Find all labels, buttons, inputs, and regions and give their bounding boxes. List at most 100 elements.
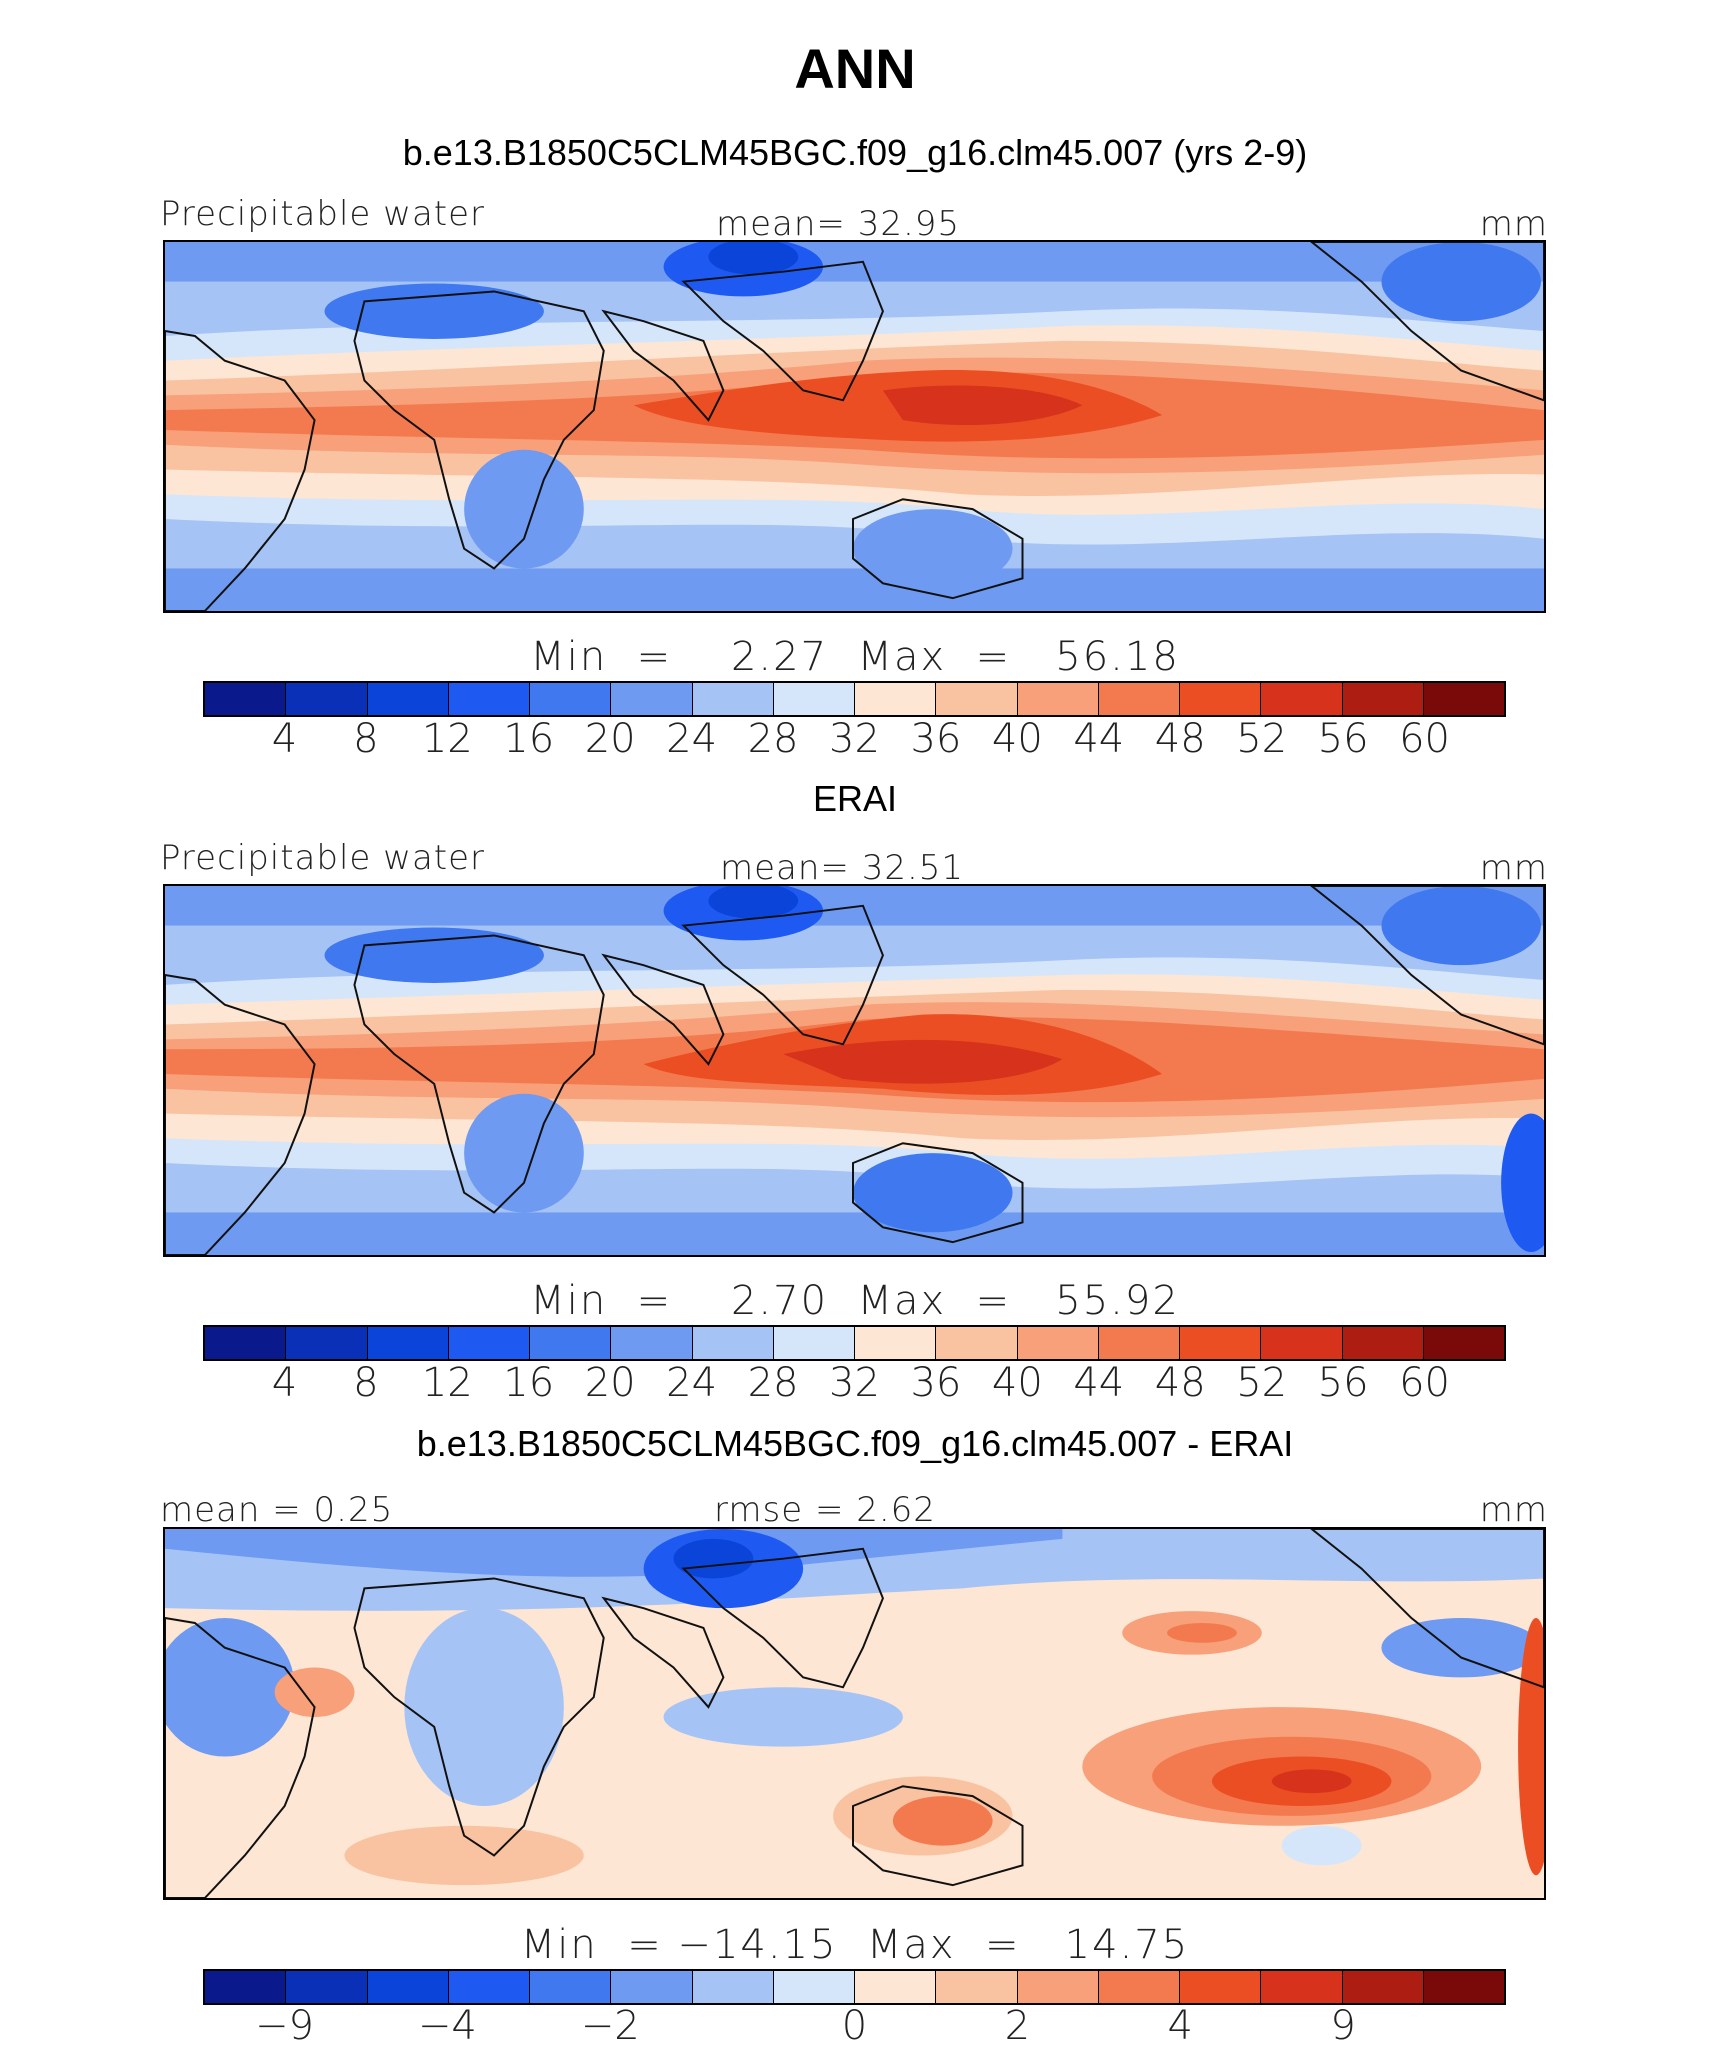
panel3-minmax: Min = −14.15 Max = 14.75 xyxy=(520,1922,1190,1968)
panel3-colorbar-ticks: −9 −4 −2 0 2 4 9 xyxy=(203,2003,1506,2049)
panel1-colorbar-swatch xyxy=(1098,683,1180,715)
panel3-colorbar-swatch xyxy=(1017,1971,1099,2003)
panel1-colorbar-tick: 20 xyxy=(584,716,636,762)
panel1-colorbar-swatch xyxy=(611,683,693,715)
panel2-units-label: mm xyxy=(1479,848,1548,888)
panel2-colorbar-swatch xyxy=(773,1327,855,1359)
panel1-colorbar-tick: 52 xyxy=(1236,716,1288,762)
figure-title: ANN xyxy=(794,37,916,100)
obs-title: ERAI xyxy=(812,778,898,819)
panel1-colorbar-tick: 12 xyxy=(421,716,473,762)
panel2-colorbar-swatch xyxy=(855,1327,937,1359)
panel2-map xyxy=(163,884,1546,1257)
panel2-colorbar-swatch xyxy=(1180,1327,1262,1359)
panel2-colorbar-swatch xyxy=(530,1327,612,1359)
panel1-colorbar-swatch xyxy=(936,683,1018,715)
panel3-colorbar-swatch xyxy=(448,1971,530,2003)
panel3-colorbar-swatch xyxy=(1180,1971,1262,2003)
panel3-colorbar-swatch xyxy=(286,1971,368,2003)
panel3-colorbar-swatch xyxy=(1098,1971,1180,2003)
panel1-colorbar-swatch xyxy=(1180,683,1262,715)
panel3-colorbar-swatch xyxy=(773,1971,855,2003)
panel1-colorbar-swatch xyxy=(530,683,612,715)
panel1-colorbar-tick: 56 xyxy=(1317,716,1369,762)
panel3-map xyxy=(163,1527,1546,1900)
panel2-variable-label: Precipitable water xyxy=(160,838,486,878)
panel1-colorbar-swatch xyxy=(205,683,287,715)
panel1-colorbar-swatch xyxy=(1423,683,1504,715)
panel2-colorbar-swatch xyxy=(448,1327,530,1359)
panel3-units-label: mm xyxy=(1479,1490,1548,1530)
panel3-colorbar-swatch xyxy=(936,1971,1018,2003)
panel1-colorbar-swatch xyxy=(773,683,855,715)
panel1-colorbar-ticks: 4 8 12 16 20 24 28 32 36 40 44 48 52 56 60 xyxy=(203,716,1506,762)
panel2-colorbar-tick: 4 xyxy=(271,1360,298,1406)
panel1-colorbar-tick: 40 xyxy=(991,716,1043,762)
panel2-colorbar-tick: 48 xyxy=(1154,1360,1206,1406)
panel3-colorbar-tick: 9 xyxy=(1330,2003,1356,2049)
panel3-mean-label: mean = 0.25 xyxy=(160,1490,394,1530)
panel1-minmax: Min = 2.27 Max = 56.18 xyxy=(530,634,1180,680)
panel2-colorbar-tick: 16 xyxy=(503,1360,555,1406)
panel2-colorbar-tick: 36 xyxy=(910,1360,962,1406)
panel2-mean-label: mean= 32.51 xyxy=(720,848,965,888)
model-title: b.e13.B1850C5CLM45BGC.f09_g16.clm45.007 … xyxy=(402,132,1308,173)
panel3-colorbar-swatch xyxy=(855,1971,937,2003)
panel1-colorbar-swatch xyxy=(1261,683,1343,715)
panel3-colorbar-swatch xyxy=(692,1971,774,2003)
panel2-colorbar xyxy=(203,1325,1506,1361)
panel1-colorbar-swatch xyxy=(1342,683,1424,715)
panel1-colorbar xyxy=(203,681,1506,717)
panel1-colorbar-swatch xyxy=(1017,683,1099,715)
panel2-minmax: Min = 2.70 Max = 55.92 xyxy=(530,1278,1180,1324)
panel2-colorbar-tick: 28 xyxy=(747,1360,799,1406)
panel1-colorbar-tick: 8 xyxy=(353,716,379,762)
panel2-colorbar-tick: 8 xyxy=(353,1360,379,1406)
panel2-colorbar-swatch xyxy=(692,1327,774,1359)
panel2-colorbar-swatch xyxy=(1261,1327,1343,1359)
panel1-map xyxy=(163,240,1546,613)
panel1-colorbar-tick: 24 xyxy=(666,716,718,762)
panel1-colorbar-tick: 32 xyxy=(829,716,880,762)
panel2-colorbar-tick: 32 xyxy=(829,1360,880,1406)
panel3-colorbar-swatch xyxy=(530,1971,612,2003)
panel1-colorbar-swatch xyxy=(286,683,368,715)
panel2-colorbar-tick: 40 xyxy=(991,1360,1043,1406)
diff-title: b.e13.B1850C5CLM45BGC.f09_g16.clm45.007 … xyxy=(416,1423,1294,1464)
panel3-colorbar-swatch xyxy=(1423,1971,1504,2003)
panel3-colorbar-swatch xyxy=(1261,1971,1343,2003)
panel2-colorbar-tick: 12 xyxy=(421,1360,473,1406)
panel1-colorbar-tick: 4 xyxy=(271,716,298,762)
panel2-colorbar-swatch xyxy=(611,1327,693,1359)
panel2-colorbar-swatch xyxy=(1017,1327,1099,1359)
panel3-colorbar-tick: 2 xyxy=(1004,2003,1031,2049)
panel1-colorbar-swatch xyxy=(692,683,774,715)
panel1-colorbar-tick: 44 xyxy=(1073,716,1125,762)
panel2-colorbar-swatch xyxy=(286,1327,368,1359)
panel3-colorbar-tick: 4 xyxy=(1167,2003,1193,2049)
panel2-colorbar-tick: 20 xyxy=(584,1360,636,1406)
panel1-colorbar-swatch xyxy=(367,683,449,715)
panel1-colorbar-tick: 36 xyxy=(910,716,962,762)
panel2-colorbar-swatch xyxy=(1098,1327,1180,1359)
panel3-rmse-label: rmse = 2.62 xyxy=(714,1490,936,1530)
panel1-colorbar-tick: 48 xyxy=(1154,716,1206,762)
panel2-colorbar-swatch xyxy=(936,1327,1018,1359)
panel2-colorbar-swatch xyxy=(367,1327,449,1359)
panel3-colorbar-swatch xyxy=(367,1971,449,2003)
panel1-variable-label: Precipitable water xyxy=(160,194,486,234)
panel1-colorbar-swatch xyxy=(855,683,937,715)
panel3-colorbar-tick: −4 xyxy=(417,2003,477,2049)
panel3-colorbar-swatch xyxy=(1342,1971,1424,2003)
panel1-colorbar-swatch xyxy=(448,683,530,715)
panel3-colorbar xyxy=(203,1969,1506,2005)
panel3-colorbar-tick: 0 xyxy=(841,2003,868,2049)
panel2-colorbar-tick: 52 xyxy=(1236,1360,1288,1406)
panel2-colorbar-swatch xyxy=(1423,1327,1504,1359)
panel2-colorbar-ticks: 4 8 12 16 20 24 28 32 36 40 44 48 52 56 60 xyxy=(203,1360,1506,1406)
panel2-colorbar-swatch xyxy=(205,1327,287,1359)
panel3-colorbar-swatch xyxy=(205,1971,287,2003)
panel1-colorbar-tick: 28 xyxy=(747,716,799,762)
panel2-colorbar-tick: 60 xyxy=(1399,1360,1451,1406)
panel2-colorbar-swatch xyxy=(1342,1327,1424,1359)
